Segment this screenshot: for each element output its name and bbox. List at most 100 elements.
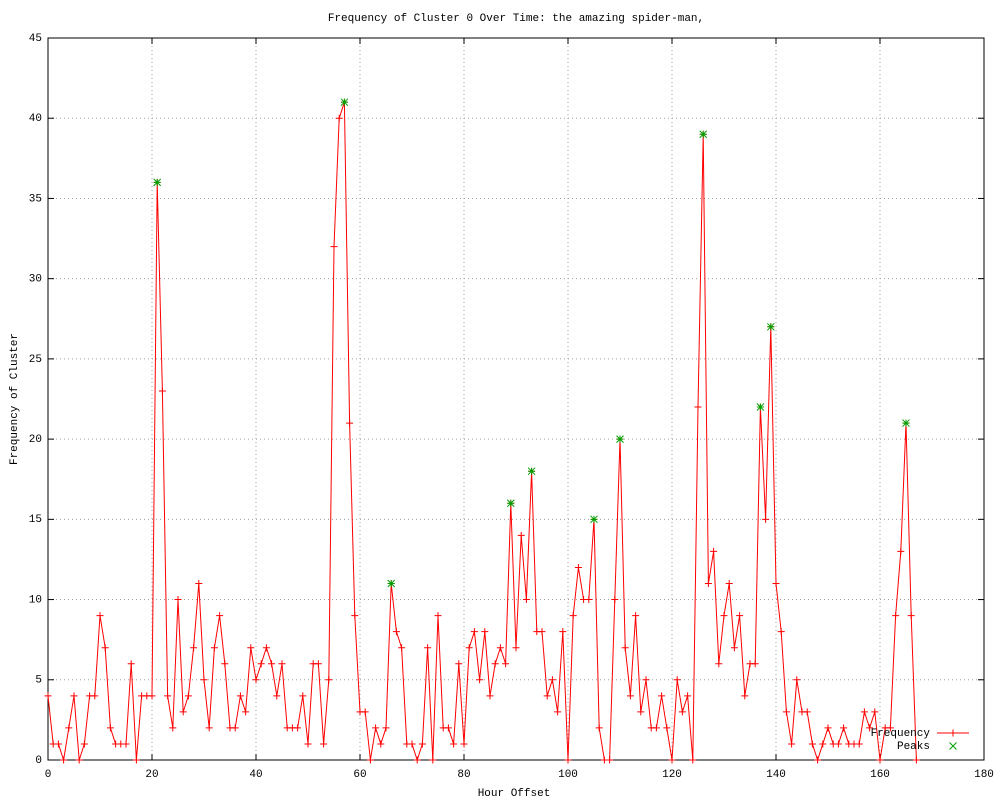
data-point [912, 756, 920, 764]
legend-marker [949, 742, 957, 750]
data-point [652, 724, 660, 732]
data-point [65, 724, 73, 732]
data-point [606, 756, 614, 764]
data-point [730, 644, 738, 652]
data-point [486, 692, 494, 700]
data-point [330, 243, 338, 251]
data-point [392, 628, 400, 636]
data-point [450, 740, 458, 748]
data-point [247, 644, 255, 652]
data-point [803, 708, 811, 716]
data-point [179, 708, 187, 716]
y-tick-label: 5 [35, 675, 42, 687]
x-axis-label: Hour Offset [478, 788, 551, 800]
data-point [808, 740, 816, 748]
data-point [585, 596, 593, 604]
data-point [694, 403, 702, 411]
data-point [304, 740, 312, 748]
x-tick-label: 40 [249, 769, 262, 781]
data-point [429, 756, 437, 764]
data-point [382, 724, 390, 732]
legend-label: Frequency [871, 728, 931, 740]
data-point [153, 178, 162, 187]
legend-marker [949, 729, 957, 737]
data-point [216, 612, 224, 620]
data-point [527, 467, 536, 476]
data-point [96, 612, 104, 620]
data-point [372, 724, 380, 732]
data-point [574, 563, 582, 571]
data-point [704, 580, 712, 588]
x-tick-label: 60 [353, 769, 366, 781]
data-point [751, 660, 759, 668]
data-point [44, 692, 52, 700]
data-point [54, 740, 62, 748]
data-point [616, 435, 624, 443]
legend-label: Peaks [897, 741, 930, 753]
data-point [231, 724, 239, 732]
data-point [699, 130, 708, 139]
data-point [465, 644, 473, 652]
data-point [60, 756, 68, 764]
y-tick-label: 40 [29, 113, 42, 125]
y-tick-label: 35 [29, 193, 42, 205]
data-point [538, 628, 546, 636]
data-point [502, 660, 510, 668]
data-point [148, 692, 156, 700]
data-point [564, 756, 572, 764]
data-point [413, 756, 421, 764]
data-point [340, 98, 349, 107]
data-point [221, 660, 229, 668]
data-point [788, 740, 796, 748]
data-point [720, 612, 728, 620]
data-point [642, 676, 650, 684]
data-point [632, 612, 640, 620]
data-point [190, 644, 198, 652]
data-point [517, 531, 525, 539]
y-tick-label: 20 [29, 434, 42, 446]
data-point [902, 419, 910, 427]
data-point [814, 756, 822, 764]
plot-frame [47, 37, 985, 761]
data-point [314, 660, 322, 668]
data-point [673, 676, 681, 684]
x-tick-label: 120 [662, 769, 682, 781]
data-point [320, 740, 328, 748]
data-point [205, 724, 213, 732]
data-point [174, 596, 182, 604]
data-point [455, 660, 463, 668]
data-point [101, 644, 109, 652]
data-point [871, 708, 879, 716]
data-point [408, 740, 416, 748]
data-point [80, 740, 88, 748]
data-point [262, 644, 270, 652]
data-point [242, 708, 250, 716]
y-tick-label: 10 [29, 594, 42, 606]
data-point [819, 740, 827, 748]
data-point [678, 708, 686, 716]
data-point [855, 740, 863, 748]
data-point [782, 708, 790, 716]
data-point [268, 660, 276, 668]
data-point [741, 692, 749, 700]
data-point [512, 644, 520, 652]
data-point [470, 628, 478, 636]
data-point [569, 612, 577, 620]
data-point [299, 692, 307, 700]
data-point [184, 692, 192, 700]
data-point [491, 660, 499, 668]
data-point [834, 740, 842, 748]
data-point [164, 692, 172, 700]
data-point [377, 740, 385, 748]
data-point [590, 515, 598, 524]
data-point [886, 724, 894, 732]
data-point [210, 644, 218, 652]
data-point [351, 612, 359, 620]
data-point [663, 724, 671, 732]
data-point [106, 724, 114, 732]
data-point [621, 644, 629, 652]
data-point [70, 692, 78, 700]
x-tick-label: 140 [766, 769, 786, 781]
data-point [132, 756, 140, 764]
